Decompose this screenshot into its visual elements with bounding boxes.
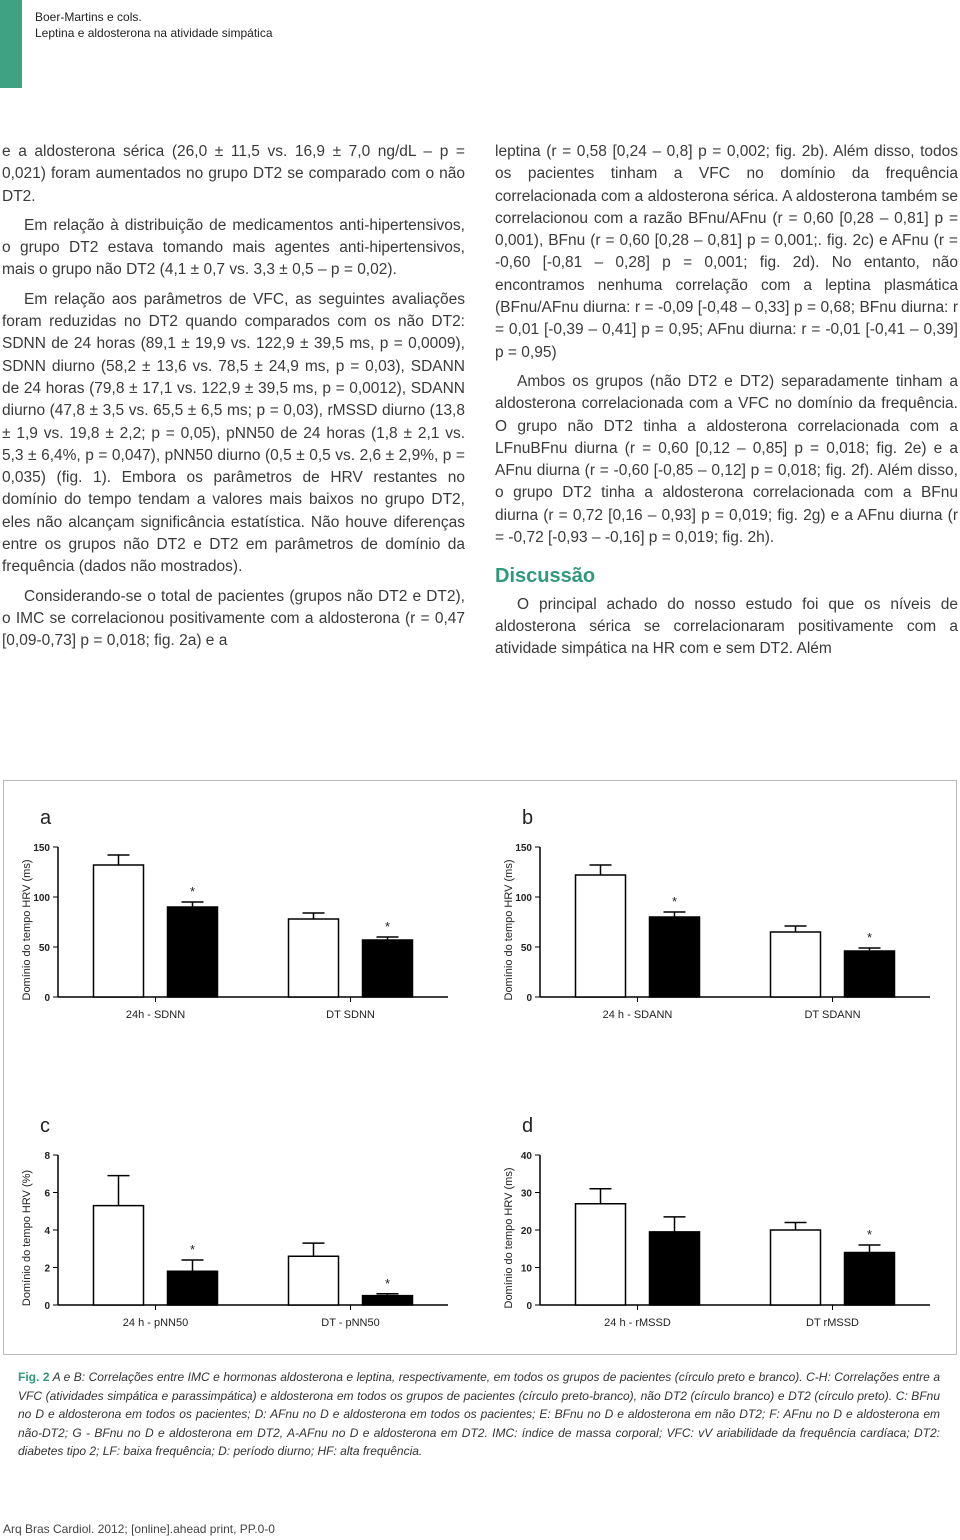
y-tick-label: 2 [44, 1264, 50, 1275]
y-tick-label: 4 [44, 1226, 50, 1237]
significance-marker: * [385, 1276, 390, 1291]
y-tick-label: 40 [521, 1151, 533, 1162]
bar [92, 864, 145, 998]
left-column: e a aldosterona sérica (26,0 ± 11,5 vs. … [2, 141, 465, 660]
section-heading: Discussão [495, 565, 596, 588]
right-column: leptina (r = 0,58 [0,24 – 0,8] p = 0,002… [495, 141, 958, 668]
significance-marker: * [190, 1242, 195, 1257]
chart: c Domínio do tempo HRV (%) 0 2 4 6 8 24 h - pNN… [21, 1115, 448, 1329]
y-tick-label: 0 [44, 1301, 50, 1312]
figure-frame [3, 780, 957, 1355]
panel-label: b [522, 807, 533, 829]
paragraph: Considerando-se o total de pacientes (gr… [2, 587, 465, 650]
paragraph: Em relação aos parâmetros de VFC, as seg… [2, 290, 465, 576]
y-axis-label: Domínio do tempo HRV (ms) [503, 859, 515, 1000]
chart: b Domínio do tempo HRV (ms) 0 50 100 150 24 h … [503, 807, 930, 1021]
x-tick-label: DT - pNN50 [321, 1317, 379, 1329]
bar [843, 1251, 896, 1306]
x-tick-label: 24 h - pNN50 [123, 1317, 188, 1329]
y-tick-label: 6 [44, 1189, 50, 1200]
panel-label: c [40, 1115, 50, 1137]
header-title: Leptina e aldosterona na atividade simpá… [35, 26, 273, 40]
y-tick-label: 0 [44, 993, 50, 1004]
y-tick-label: 50 [521, 943, 533, 954]
y-axis-label: Domínio do tempo HRV (ms) [503, 1167, 515, 1308]
bar [287, 1255, 340, 1306]
bar [769, 931, 822, 998]
x-tick-label: DT SDNN [326, 1009, 375, 1021]
y-tick-label: 20 [521, 1226, 533, 1237]
bar [166, 906, 219, 998]
bar [287, 918, 340, 998]
significance-marker: * [190, 884, 195, 899]
y-tick-label: 100 [33, 893, 50, 904]
x-tick-label: 24 h - rMSSD [604, 1317, 671, 1329]
paragraph: Em relação à distribuição de medicamento… [2, 216, 465, 279]
significance-marker: * [867, 930, 872, 945]
caption-text: A e B: Correlações entre IMC e hormonas … [18, 1370, 940, 1458]
y-tick-label: 150 [515, 843, 532, 854]
y-tick-label: 100 [515, 893, 532, 904]
x-tick-label: DT rMSSD [806, 1317, 859, 1329]
y-tick-label: 30 [521, 1189, 533, 1200]
y-tick-label: 50 [39, 943, 51, 954]
figure-caption: Fig. 2 A e B: Correlações entre IMC e ho… [18, 1368, 940, 1461]
bar [361, 1294, 414, 1306]
x-tick-label: DT SDANN [804, 1009, 860, 1021]
y-tick-label: 0 [526, 1301, 532, 1312]
y-tick-label: 150 [33, 843, 50, 854]
bar [843, 950, 896, 998]
bar [648, 1231, 701, 1306]
y-tick-label: 0 [526, 993, 532, 1004]
panel-label: a [40, 807, 52, 829]
paragraph: Ambos os grupos (não DT2 e DT2) separada… [495, 372, 958, 547]
bar [574, 874, 627, 998]
header-tab [0, 0, 22, 88]
paragraph: O principal achado do nosso estudo foi q… [495, 595, 958, 658]
y-axis-label: Domínio do tempo HRV (%) [21, 1170, 33, 1306]
caption-label: Fig. 2 [18, 1370, 50, 1384]
significance-marker: * [385, 919, 390, 934]
bar [574, 1203, 627, 1306]
chart: d Domínio do tempo HRV (ms) 0 10 20 30 40 24 h … [503, 1115, 930, 1329]
paragraph: e a aldosterona sérica (26,0 ± 11,5 vs. … [2, 143, 465, 205]
header-authors: Boer-Martins e cols. [35, 10, 142, 24]
x-tick-label: 24h - SDNN [126, 1009, 185, 1021]
y-tick-label: 8 [44, 1151, 50, 1162]
bar [92, 1204, 145, 1306]
y-tick-label: 10 [521, 1264, 533, 1275]
footer: Arq Bras Cardiol. 2012; [online].ahead p… [3, 1522, 275, 1536]
significance-marker: * [867, 1227, 872, 1242]
significance-marker: * [672, 894, 677, 909]
y-axis-label: Domínio do tempo HRV (ms) [21, 859, 33, 1000]
bar [166, 1270, 219, 1306]
bar [769, 1229, 822, 1306]
panel-label: d [522, 1115, 533, 1137]
paragraph: leptina (r = 0,58 [0,24 – 0,8] p = 0,002… [495, 143, 958, 361]
bar [361, 939, 414, 998]
chart: a Domínio do tempo HRV (ms) 0 50 100 150 24h -… [21, 807, 448, 1021]
bar [648, 916, 701, 998]
x-tick-label: 24 h - SDANN [603, 1009, 673, 1021]
